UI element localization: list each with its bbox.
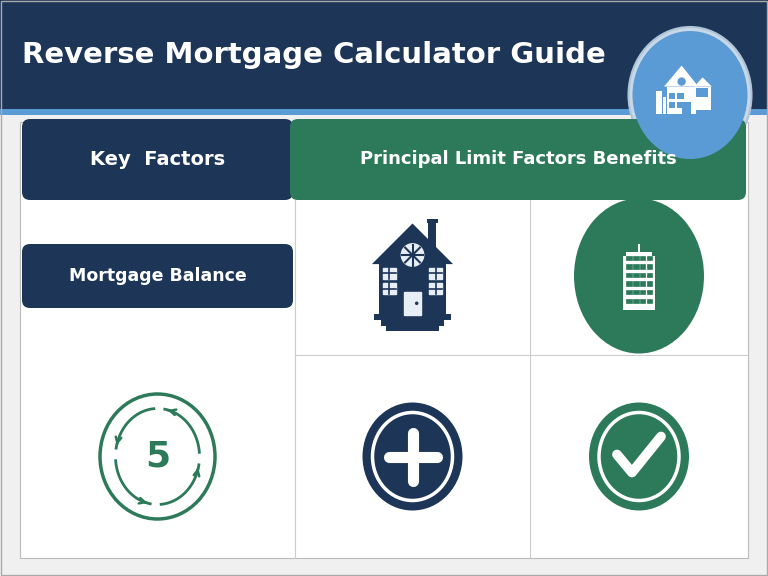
Bar (640, 264, 645, 269)
Bar (426, 219, 438, 223)
Bar (663, 97, 666, 114)
Bar (647, 298, 652, 303)
Bar (379, 264, 446, 314)
Bar (633, 290, 638, 294)
Bar (633, 256, 638, 260)
Text: Key  Factors: Key Factors (90, 150, 225, 169)
Bar (677, 93, 684, 99)
Bar (627, 264, 632, 269)
Bar (647, 273, 652, 278)
Bar (640, 256, 645, 260)
Bar (647, 256, 652, 260)
Text: Mortgage Balance: Mortgage Balance (68, 267, 247, 285)
Ellipse shape (574, 199, 704, 354)
Bar (667, 86, 697, 114)
Bar (647, 282, 652, 286)
Bar (0, 109, 768, 115)
Bar (374, 314, 451, 320)
Text: 5: 5 (145, 439, 170, 473)
Bar (669, 102, 675, 108)
Bar (428, 220, 436, 247)
Circle shape (677, 77, 686, 86)
Bar (682, 102, 691, 114)
Circle shape (415, 302, 419, 305)
FancyBboxPatch shape (22, 119, 293, 200)
Bar (633, 282, 638, 286)
Ellipse shape (633, 31, 747, 159)
Polygon shape (372, 223, 453, 264)
Bar (669, 93, 675, 99)
Bar (633, 273, 638, 278)
Bar (633, 264, 638, 269)
Bar (383, 268, 396, 279)
Bar (640, 273, 645, 278)
Bar (624, 256, 655, 310)
Bar (383, 283, 396, 294)
Bar (0, 0, 768, 110)
Bar (627, 256, 632, 260)
Bar (640, 298, 645, 303)
Bar (640, 290, 645, 294)
Bar (429, 283, 442, 294)
Bar (627, 290, 632, 294)
Circle shape (402, 244, 424, 266)
Ellipse shape (589, 403, 689, 510)
Bar (627, 282, 632, 286)
Bar (696, 88, 707, 97)
Bar (695, 86, 711, 109)
Bar (656, 91, 662, 114)
FancyBboxPatch shape (290, 119, 746, 200)
Ellipse shape (628, 27, 752, 163)
Bar (647, 264, 652, 269)
Bar (404, 292, 421, 314)
Bar (381, 320, 444, 325)
FancyBboxPatch shape (22, 244, 293, 308)
Bar (627, 252, 651, 256)
Bar (677, 102, 684, 108)
Bar (627, 298, 632, 303)
Bar (640, 282, 645, 286)
Polygon shape (664, 66, 698, 86)
Bar (20, 122, 748, 558)
Bar (627, 273, 632, 278)
Text: Reverse Mortgage Calculator Guide: Reverse Mortgage Calculator Guide (22, 41, 606, 69)
Bar (637, 244, 641, 252)
Ellipse shape (362, 403, 462, 510)
Bar (647, 290, 652, 294)
Text: Principal Limit Factors Benefits: Principal Limit Factors Benefits (359, 150, 677, 169)
Bar (386, 325, 439, 331)
Polygon shape (694, 77, 712, 86)
Bar (429, 268, 442, 279)
Bar (633, 298, 638, 303)
